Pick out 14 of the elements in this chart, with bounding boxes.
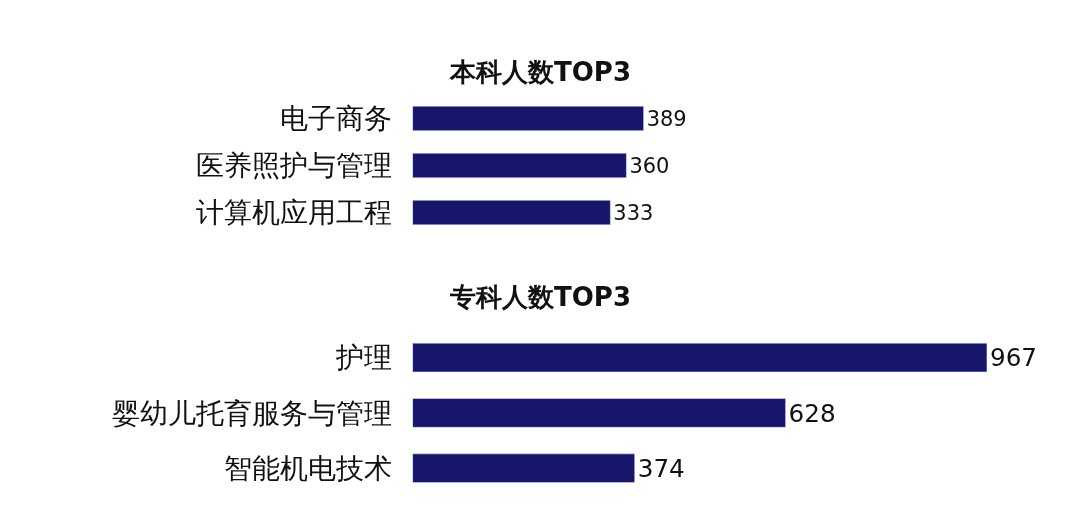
y-tick-label: 计算机应用工程 [195, 196, 392, 230]
data-label: 389 [646, 106, 687, 131]
y-tick-label: 护理 [334, 341, 392, 375]
chart-title: 本科人数TOP3 [449, 57, 631, 87]
data-label: 333 [613, 200, 654, 225]
data-label: 374 [637, 453, 685, 483]
chart-title: 专科人数TOP3 [449, 282, 631, 312]
y-tick-label: 婴幼儿托育服务与管理 [111, 396, 392, 430]
y-tick-label: 电子商务 [279, 102, 392, 136]
data-label: 967 [989, 343, 1038, 373]
y-tick-label: 智能机电技术 [223, 452, 392, 486]
y-tick-label: 医养照护与管理 [195, 149, 392, 183]
data-label: 360 [629, 153, 670, 178]
data-label: 628 [788, 398, 836, 428]
